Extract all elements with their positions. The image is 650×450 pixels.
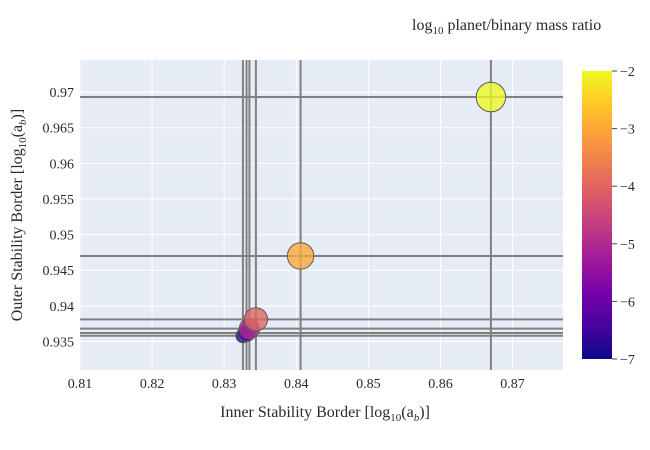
y-tick-label: 0.965 <box>43 122 75 137</box>
x-axis-ticks: 0.81 0.82 0.83 0.84 0.85 0.86 0.87 <box>68 377 525 392</box>
colorbar-tick-label: −6 <box>620 295 635 310</box>
data-point <box>286 242 315 270</box>
y-tick-label: 0.955 <box>43 193 75 208</box>
x-tick-label: 0.82 <box>140 377 165 392</box>
y-tick-label: 0.935 <box>43 335 75 350</box>
colorbar-tick-label: −7 <box>620 353 635 368</box>
y-tick-label: 0.97 <box>50 86 75 101</box>
x-tick-label: 0.83 <box>212 377 237 392</box>
colorbar-tick-label: −5 <box>620 238 635 253</box>
x-tick-label: 0.86 <box>428 377 453 392</box>
colorbar-title: log10 planet/binary mass ratio <box>412 17 601 37</box>
colorbar-tick-label: −4 <box>620 180 635 195</box>
y-tick-label: 0.96 <box>50 157 75 172</box>
x-tick-label: 0.85 <box>356 377 381 392</box>
data-point <box>475 81 507 113</box>
colorbar-tick-label: −3 <box>620 123 635 138</box>
x-tick-label: 0.81 <box>68 377 93 392</box>
plot-background <box>80 60 563 370</box>
y-tick-label: 0.95 <box>50 229 75 244</box>
x-axis-title: Inner Stability Border [log10(ab)] <box>220 404 430 424</box>
y-axis-ticks: 0.935 0.94 0.945 0.95 0.955 0.96 0.965 0.97 <box>43 86 75 350</box>
data-point <box>243 307 269 332</box>
x-tick-label: 0.87 <box>500 377 525 392</box>
colorbar <box>582 71 612 359</box>
data-points <box>235 81 507 344</box>
y-axis-title: Outer Stability Border [log10(ab)] <box>9 109 29 321</box>
y-tick-label: 0.94 <box>50 300 75 315</box>
grid <box>79 60 563 370</box>
colorbar-ticks: −2 −3 −4 −5 −6 −7 <box>612 65 635 368</box>
x-tick-label: 0.84 <box>284 377 309 392</box>
colorbar-tick-label: −2 <box>620 65 635 80</box>
y-tick-label: 0.945 <box>43 264 75 279</box>
